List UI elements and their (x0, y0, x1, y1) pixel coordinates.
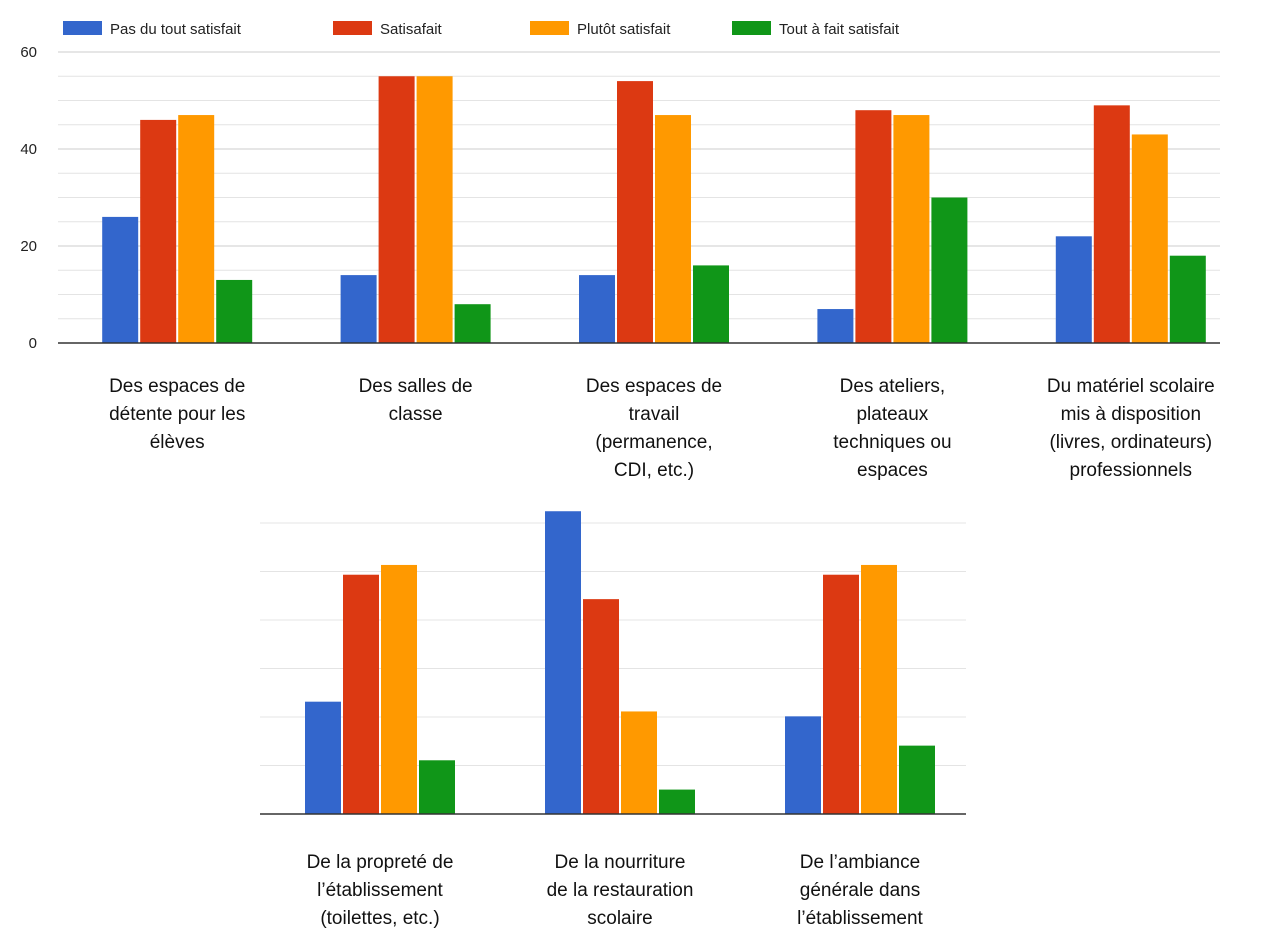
bar-tout-fait-satisfait-p2-c2 (659, 789, 695, 814)
legend-swatch-1 (63, 21, 102, 35)
bar-pas-du-tout-satisfait-p2-c3 (785, 716, 821, 814)
category-label-line: de la restauration (547, 880, 694, 901)
category-label-line: CDI, etc.) (614, 460, 694, 481)
bar-satisafait-p1-c1 (140, 119, 177, 344)
bar-plut-t-satisfait-p1-c1 (178, 115, 215, 343)
category-label-line: techniques ou (833, 432, 951, 453)
bar-tout-fait-satisfait-p1-c4 (931, 197, 968, 343)
bar-plut-t-satisfait-p2-c3 (861, 564, 897, 814)
bar-plut-t-satisfait-p1-c5 (1131, 134, 1168, 343)
legend-label-3: Plutôt satisfait (577, 21, 671, 38)
bar-plut-t-satisfait-p2-c2 (621, 711, 657, 814)
category-label-line: travail (629, 404, 680, 425)
legend-swatch-4 (732, 21, 771, 35)
category-label-line: (toilettes, etc.) (320, 908, 439, 929)
bar-tout-fait-satisfait-p2-c1 (419, 760, 455, 814)
category-label-line: De la propreté de (307, 852, 454, 873)
bar-pas-du-tout-satisfait-p1-c1 (102, 216, 139, 343)
category-label-line: l’établissement (797, 908, 923, 929)
bar-pas-du-tout-satisfait-p1-c2 (340, 275, 377, 343)
category-label-line: classe (389, 404, 443, 425)
y-tick-label: 20 (20, 238, 37, 255)
category-label-line: l’établissement (317, 880, 443, 901)
category-label-line: Des espaces de (109, 376, 245, 397)
bar-pas-du-tout-satisfait-p1-c3 (579, 275, 615, 343)
bar-satisafait-p2-c1 (343, 574, 379, 814)
category-label-line: Des ateliers, (840, 376, 946, 397)
bar-tout-fait-satisfait-p2-c3 (899, 745, 935, 814)
bar-satisafait-p1-c4 (855, 110, 892, 343)
bar-satisafait-p1-c5 (1093, 105, 1130, 343)
bar-pas-du-tout-satisfait-p1-c5 (1055, 236, 1092, 343)
bar-pas-du-tout-satisfait-p2-c2 (545, 511, 581, 814)
legend-swatch-2 (333, 21, 372, 35)
bar-satisafait-p1-c2 (378, 76, 415, 343)
bar-tout-fait-satisfait-p1-c5 (1169, 255, 1206, 343)
category-label-line: scolaire (587, 908, 652, 929)
category-label-line: De la nourriture (555, 852, 686, 873)
legend-label-4: Tout à fait satisfait (779, 21, 900, 38)
bar-plut-t-satisfait-p1-c2 (416, 76, 453, 343)
category-label-line: plateaux (856, 404, 928, 425)
bar-tout-fait-satisfait-p1-c2 (454, 304, 491, 343)
category-label-line: De l’ambiance (800, 852, 920, 873)
category-label-line: (livres, ordinateurs) (1049, 432, 1212, 453)
y-tick-label: 0 (29, 335, 37, 352)
bar-plut-t-satisfait-p1-c3 (655, 115, 691, 343)
category-label-line: Des salles de (359, 376, 473, 397)
bar-plut-t-satisfait-p2-c1 (381, 564, 417, 814)
y-tick-label: 40 (20, 141, 37, 158)
category-label-line: professionnels (1070, 460, 1193, 481)
bar-tout-fait-satisfait-p1-c1 (216, 279, 253, 343)
category-label-line: espaces (857, 460, 928, 481)
legend-label-2: Satisafait (380, 21, 443, 38)
legend-swatch-3 (530, 21, 569, 35)
bar-satisafait-p2-c3 (823, 574, 859, 814)
category-label-line: (permanence, (595, 432, 712, 453)
bar-tout-fait-satisfait-p1-c3 (693, 265, 729, 343)
category-label-line: mis à disposition (1061, 404, 1201, 425)
bar-pas-du-tout-satisfait-p2-c1 (305, 701, 341, 814)
category-label-line: générale dans (800, 880, 920, 901)
category-label-line: détente pour les (109, 404, 245, 425)
bar-pas-du-tout-satisfait-p1-c4 (817, 309, 854, 343)
bar-satisafait-p2-c2 (583, 599, 619, 814)
bar-satisafait-p1-c3 (617, 81, 653, 343)
category-label-line: élèves (150, 432, 205, 453)
legend-label-1: Pas du tout satisfait (110, 21, 242, 38)
bar-plut-t-satisfait-p1-c4 (893, 115, 930, 343)
y-tick-label: 60 (20, 44, 37, 61)
category-label-line: Des espaces de (586, 376, 722, 397)
category-label-line: Du matériel scolaire (1047, 376, 1215, 397)
